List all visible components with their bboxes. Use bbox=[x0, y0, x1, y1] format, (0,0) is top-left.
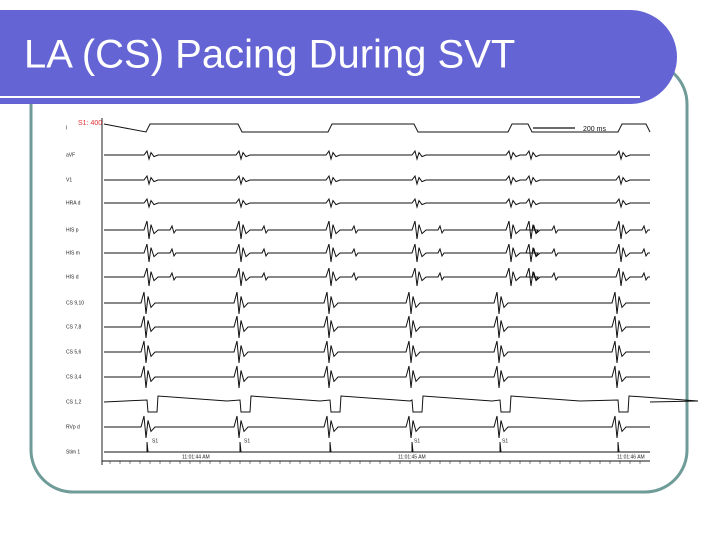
trace bbox=[104, 267, 650, 287]
pacing-label: S1: 400 bbox=[78, 120, 102, 127]
trace bbox=[104, 441, 650, 453]
channel-label: HIS m bbox=[66, 250, 80, 256]
trace bbox=[104, 291, 650, 315]
channel-label: HRA d bbox=[66, 200, 81, 206]
tracing-area bbox=[60, 116, 652, 466]
timestamp: 11:01:46 AM bbox=[617, 454, 645, 460]
timestamp: 11:01:45 AM bbox=[398, 454, 426, 460]
channel-label: CS 7,8 bbox=[66, 324, 82, 330]
trace bbox=[104, 174, 650, 186]
channel-label: Stim 1 bbox=[66, 449, 80, 455]
stim-label: S1 bbox=[244, 438, 250, 444]
slide-title: LA (CS) Pacing During SVT bbox=[24, 33, 515, 77]
channel-label: I bbox=[66, 125, 67, 131]
channel-label: CS 5,6 bbox=[66, 349, 82, 355]
trace bbox=[104, 365, 650, 389]
scale-label: 200 ms bbox=[583, 126, 606, 133]
trace bbox=[103, 123, 651, 133]
channel-label: CS 1,2 bbox=[66, 399, 82, 405]
trace bbox=[104, 340, 650, 364]
stim-label: S1 bbox=[414, 438, 420, 444]
channel-label: RVp d bbox=[66, 424, 80, 430]
stim-label: S1 bbox=[502, 438, 508, 444]
trace bbox=[104, 415, 650, 439]
trace bbox=[103, 395, 699, 413]
channel-label: CS 3,4 bbox=[66, 374, 82, 380]
trace bbox=[104, 315, 650, 339]
channel-label: CS 9,10 bbox=[66, 300, 84, 306]
trace bbox=[104, 243, 650, 263]
timestamp: 11:01:44 AM bbox=[182, 454, 210, 460]
channel-label: HIS p bbox=[66, 227, 79, 233]
trace bbox=[104, 220, 650, 240]
trace bbox=[104, 197, 650, 209]
title-bar bbox=[0, 10, 677, 104]
channel-label: aVF bbox=[66, 152, 75, 158]
channel-label: HIS d bbox=[66, 274, 79, 280]
trace bbox=[104, 149, 650, 161]
stim-label: S1 bbox=[152, 438, 158, 444]
channel-label: V1 bbox=[66, 177, 72, 183]
